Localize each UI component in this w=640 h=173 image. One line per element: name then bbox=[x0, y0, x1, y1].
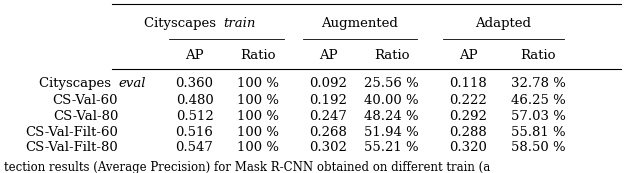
Text: 55.81 %: 55.81 % bbox=[511, 126, 566, 139]
Text: train: train bbox=[223, 17, 255, 30]
Text: 0.288: 0.288 bbox=[449, 126, 487, 139]
Text: Ratio: Ratio bbox=[520, 49, 556, 62]
Text: 40.00 %: 40.00 % bbox=[365, 94, 419, 107]
Text: 100 %: 100 % bbox=[237, 110, 279, 123]
Text: 46.25 %: 46.25 % bbox=[511, 94, 566, 107]
Text: 0.480: 0.480 bbox=[175, 94, 213, 107]
Text: AP: AP bbox=[185, 49, 204, 62]
Text: 48.24 %: 48.24 % bbox=[365, 110, 419, 123]
Text: 0.268: 0.268 bbox=[309, 126, 347, 139]
Text: 100 %: 100 % bbox=[237, 141, 279, 154]
Text: 0.516: 0.516 bbox=[175, 126, 214, 139]
Text: CS-Val-60: CS-Val-60 bbox=[52, 94, 118, 107]
Text: Adapted: Adapted bbox=[475, 17, 531, 30]
Text: 25.56 %: 25.56 % bbox=[364, 77, 419, 90]
Text: Cityscapes: Cityscapes bbox=[38, 77, 115, 90]
Text: AP: AP bbox=[459, 49, 477, 62]
Text: 100 %: 100 % bbox=[237, 77, 279, 90]
Text: 55.21 %: 55.21 % bbox=[365, 141, 419, 154]
Text: 100 %: 100 % bbox=[237, 94, 279, 107]
Text: 0.222: 0.222 bbox=[449, 94, 487, 107]
Text: 51.94 %: 51.94 % bbox=[364, 126, 419, 139]
Text: 0.118: 0.118 bbox=[449, 77, 487, 90]
Text: 100 %: 100 % bbox=[237, 126, 279, 139]
Text: Ratio: Ratio bbox=[241, 49, 276, 62]
Text: 0.192: 0.192 bbox=[309, 94, 347, 107]
Text: 0.547: 0.547 bbox=[175, 141, 214, 154]
Text: Cityscapes: Cityscapes bbox=[144, 17, 220, 30]
Text: tection results (Average Precision) for Mask R-CNN obtained on different train (: tection results (Average Precision) for … bbox=[4, 161, 490, 173]
Text: 57.03 %: 57.03 % bbox=[511, 110, 566, 123]
Text: 0.512: 0.512 bbox=[175, 110, 213, 123]
Text: 0.292: 0.292 bbox=[449, 110, 487, 123]
Text: CS-Val-Filt-60: CS-Val-Filt-60 bbox=[25, 126, 118, 139]
Text: 0.247: 0.247 bbox=[309, 110, 347, 123]
Text: 32.78 %: 32.78 % bbox=[511, 77, 566, 90]
Text: AP: AP bbox=[319, 49, 337, 62]
Text: Augmented: Augmented bbox=[321, 17, 399, 30]
Text: eval: eval bbox=[118, 77, 146, 90]
Text: 58.50 %: 58.50 % bbox=[511, 141, 566, 154]
Text: Ratio: Ratio bbox=[374, 49, 410, 62]
Text: CS-Val-Filt-80: CS-Val-Filt-80 bbox=[26, 141, 118, 154]
Text: 0.320: 0.320 bbox=[449, 141, 487, 154]
Text: 0.302: 0.302 bbox=[309, 141, 347, 154]
Text: 0.092: 0.092 bbox=[309, 77, 347, 90]
Text: CS-Val-80: CS-Val-80 bbox=[52, 110, 118, 123]
Text: 0.360: 0.360 bbox=[175, 77, 214, 90]
